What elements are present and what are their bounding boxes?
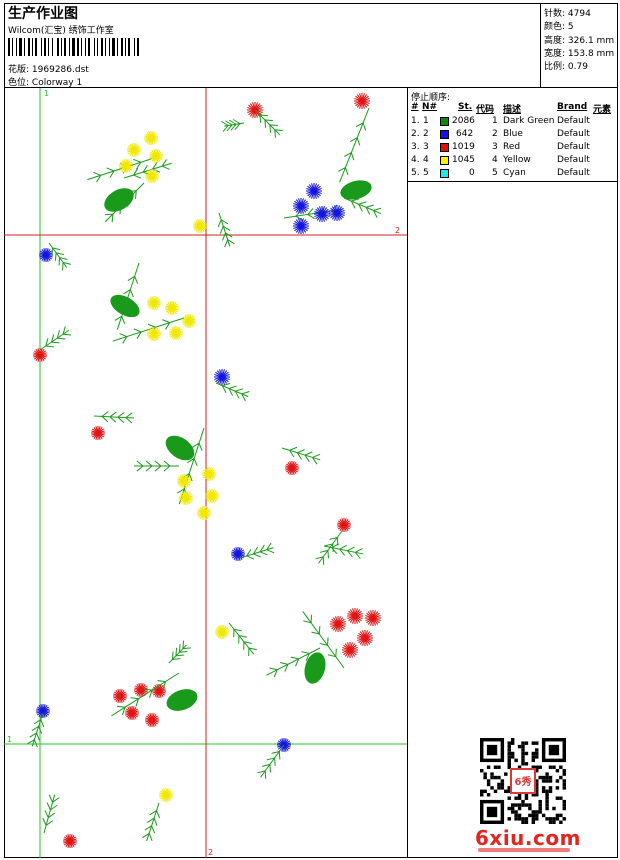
stop-row: 4. 4 1045 4 Yellow Default [411, 155, 590, 165]
stop-row: 3. 3 1019 3 Red Default [411, 142, 590, 152]
stem [339, 107, 370, 183]
stem [266, 647, 321, 676]
col-header-code: 代码 [476, 105, 495, 115]
stat-width: 宽度: 153.8 mm [544, 49, 615, 59]
stop-sequence-title: 停止顺序: [411, 93, 451, 103]
qr-stamp-text: 6秀 [515, 775, 532, 788]
header-divider [4, 87, 618, 88]
guide-label-v2: 2 [208, 848, 213, 857]
stem [31, 712, 44, 747]
stat-stitches: 针数: 4794 [544, 9, 591, 19]
stop-row: 2. 2 642 2 Blue Default [411, 129, 590, 139]
sheet-frame [4, 3, 618, 858]
stat-scale: 比例: 0.79 [544, 62, 588, 72]
stem [215, 382, 249, 398]
stem [281, 447, 321, 461]
stem [239, 547, 274, 559]
stem [218, 212, 231, 247]
stem [323, 545, 364, 555]
color-swatch [440, 143, 449, 152]
stop-row: 1. 1 2086 1 Dark Green Default [411, 116, 590, 126]
stem [116, 262, 140, 330]
color-swatch [440, 130, 449, 139]
stem [146, 802, 160, 842]
stem [48, 242, 68, 268]
barcode [8, 38, 139, 56]
leaf [166, 689, 198, 711]
stem [254, 109, 281, 136]
stem [302, 611, 345, 669]
stem [178, 427, 205, 505]
col-header-description: 描述 [503, 105, 522, 115]
color-swatch [440, 117, 449, 126]
col-header-index: # [411, 102, 419, 112]
design-label: 花版: [8, 65, 30, 75]
colorway-name: Colorway 1 [31, 78, 83, 88]
watermark: 6xiu.com [475, 826, 581, 850]
col-header-brand: Brand [557, 102, 588, 112]
leaf [165, 435, 195, 461]
qr-code: 6秀 [480, 738, 566, 824]
col-header-stitches: St. [458, 102, 473, 112]
design-file-line: 花版: 1969286.dst [8, 62, 89, 75]
stem [39, 329, 70, 351]
stem [228, 622, 255, 655]
col-header-element: 元素 [593, 105, 612, 115]
panel-divider [407, 87, 408, 858]
legend-bottom-divider [407, 181, 618, 182]
stem [43, 794, 56, 834]
colorway-line: 色位: Colorway 1 [8, 75, 82, 88]
page-title: 生产作业图 [8, 6, 78, 22]
leaf [340, 180, 372, 200]
stats-panel: 针数: 4794 颜色: 5 高度: 326.1 mm 宽度: 153.8 mm… [540, 3, 618, 87]
color-swatch [440, 156, 449, 165]
leaf [110, 294, 140, 318]
embroidery-design: 1 1 2 2 [4, 88, 407, 858]
watermark-underline [478, 848, 570, 852]
col-header-needle: N# [422, 102, 438, 112]
studio-name: Wilcom(汇宝) 绣饰工作室 [8, 26, 114, 36]
stem [343, 197, 382, 215]
stem [93, 415, 134, 419]
stem [111, 672, 180, 717]
stat-colors: 颜色: 5 [544, 22, 574, 32]
stem [112, 317, 185, 342]
guide-label-h1: 1 [7, 735, 12, 744]
stat-height: 高度: 326.1 mm [544, 36, 615, 46]
leaf [104, 188, 134, 212]
guide-label-h2: 2 [395, 226, 400, 235]
design-file-name: 1969286.dst [31, 65, 89, 75]
guide-label-v1: 1 [44, 89, 49, 98]
stem [87, 157, 155, 181]
stem [168, 644, 187, 664]
stem [260, 744, 285, 778]
color-swatch [440, 169, 449, 178]
leaf [304, 652, 326, 684]
colorway-label: 色位: [8, 78, 30, 88]
